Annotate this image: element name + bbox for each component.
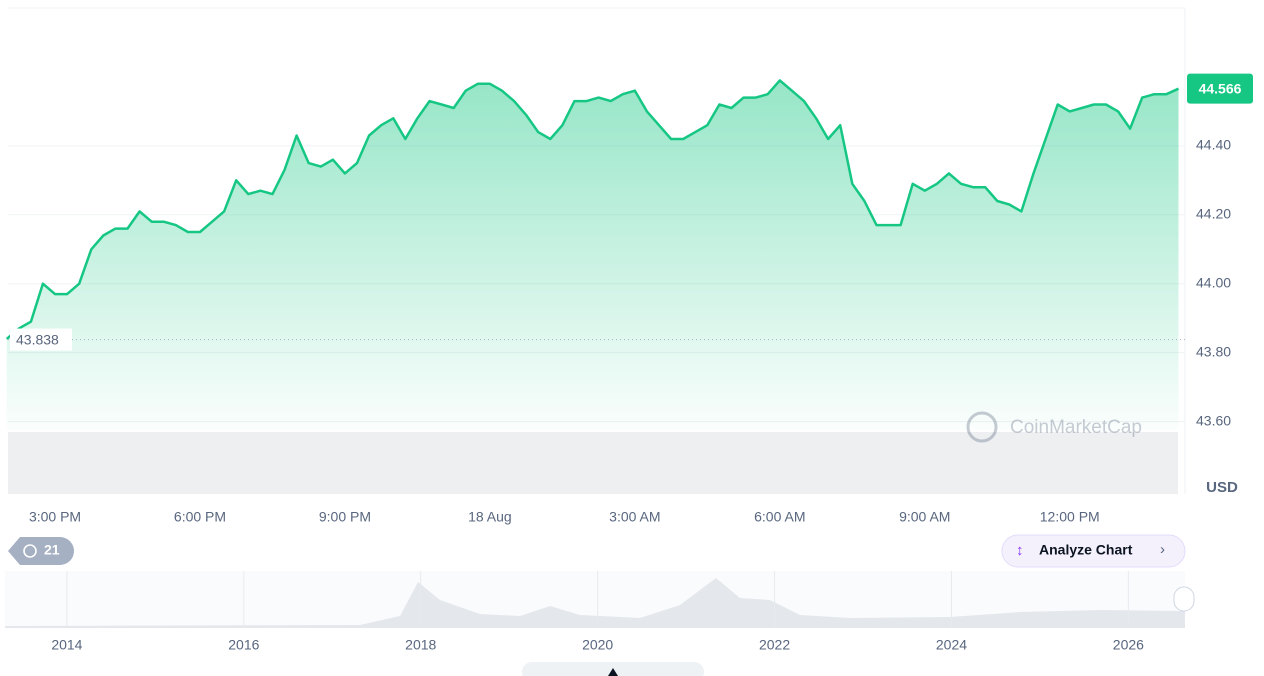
- reference-label: 43.838: [16, 331, 59, 347]
- watermark: CoinMarketCap: [966, 411, 1142, 443]
- navigator-tick-label: 2024: [936, 637, 967, 653]
- y-tick-label: 43.60: [1196, 412, 1231, 428]
- analyze-chevron: ›: [1160, 541, 1165, 558]
- x-tick-label: 3:00 AM: [609, 509, 660, 525]
- x-tick-label: 12:00 PM: [1040, 509, 1100, 525]
- y-tick-label: 44.00: [1196, 274, 1231, 290]
- watermark-text: CoinMarketCap: [1010, 417, 1142, 438]
- navigator-tick-label: 2018: [405, 637, 436, 653]
- watermark-logo: [966, 411, 998, 443]
- y-tick-label: 44.40: [1196, 137, 1231, 153]
- history-count: 21: [44, 542, 60, 558]
- y-tick-label: 44.20: [1196, 206, 1231, 222]
- navigator-tick-label: 2014: [51, 637, 82, 653]
- history-icon: [23, 544, 37, 558]
- analyze-icon: ↕: [1016, 542, 1024, 559]
- x-tick-label: 3:00 PM: [29, 509, 81, 525]
- price-line: [5, 79, 1180, 340]
- navigator-tick-label: 2016: [228, 637, 259, 653]
- x-tick-label: 9:00 PM: [319, 509, 371, 525]
- plot: [5, 79, 1180, 431]
- area: [6, 80, 1179, 431]
- x-tick-label: 6:00 AM: [754, 509, 805, 525]
- current-price-label: 44.566: [1199, 80, 1242, 96]
- navigator-area: [5, 578, 1185, 628]
- current-price-bg: [1187, 73, 1253, 104]
- y-unit: USD: [1206, 479, 1238, 496]
- navigator-tick-label: 2020: [582, 637, 613, 653]
- history-badge-bg[interactable]: [8, 537, 74, 565]
- x-tick-label: 9:00 AM: [899, 509, 950, 525]
- navigator-handle[interactable]: [1173, 586, 1195, 612]
- x-tick-label: 6:00 PM: [174, 509, 226, 525]
- reference-label-bg: [10, 328, 72, 351]
- analyze-button-bg[interactable]: [1001, 534, 1186, 568]
- y-tick-label: 43.80: [1196, 343, 1231, 359]
- history-badge[interactable]: 21: [8, 537, 74, 565]
- analyze-label[interactable]: Analyze Chart: [1039, 542, 1133, 558]
- navigator: 2014 2016 2018 2020 2022 2024 2026: [51, 571, 1144, 653]
- volume-band: [8, 432, 1178, 494]
- x-tick-label: 18 Aug: [468, 509, 512, 525]
- analyze-button[interactable]: ↕ Analyze Chart ›: [1001, 534, 1186, 568]
- navigator-tick-label: 2026: [1113, 637, 1144, 653]
- scroll-arrow: [608, 668, 618, 676]
- navigator-tick-label: 2022: [759, 637, 790, 653]
